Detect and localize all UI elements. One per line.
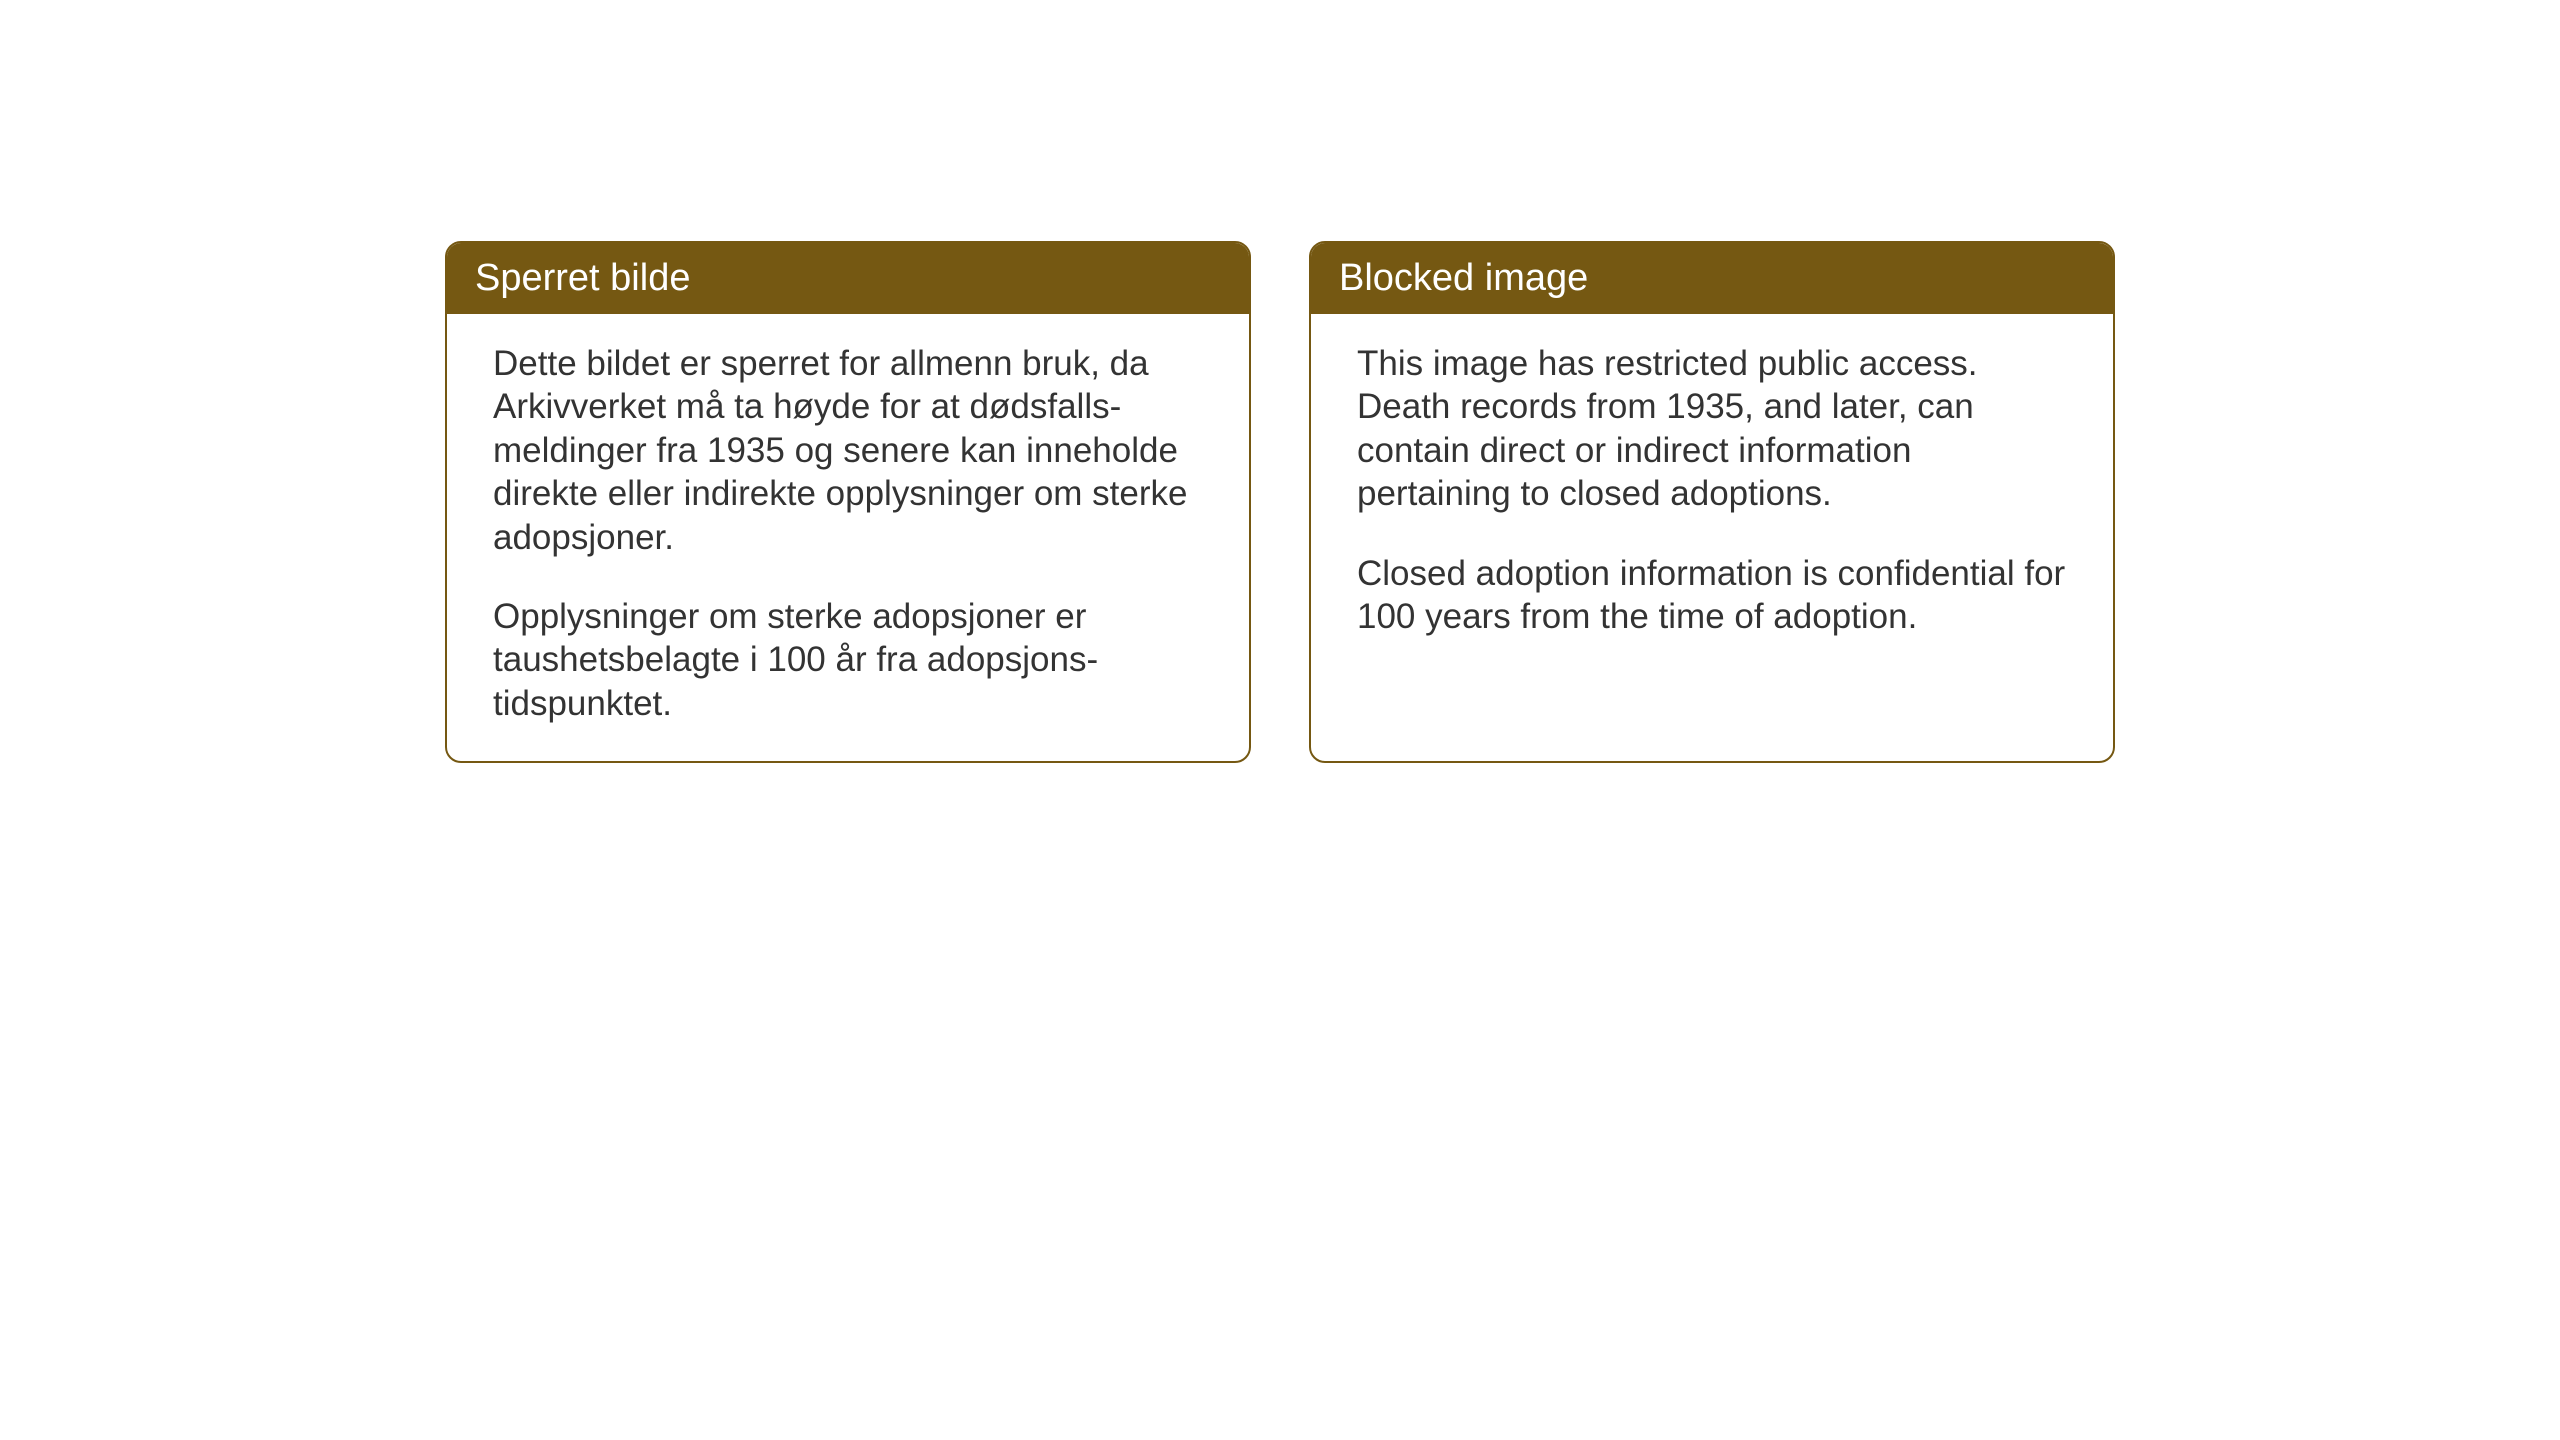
norwegian-paragraph-2: Opplysninger om sterke adopsjoner er tau… [493,595,1203,725]
norwegian-panel-body: Dette bildet er sperret for allmenn bruk… [447,314,1249,761]
english-panel-body: This image has restricted public access.… [1311,314,2113,674]
norwegian-paragraph-1: Dette bildet er sperret for allmenn bruk… [493,342,1203,559]
norwegian-panel-title: Sperret bilde [447,243,1249,314]
english-paragraph-1: This image has restricted public access.… [1357,342,2067,516]
english-panel: Blocked image This image has restricted … [1309,241,2115,763]
english-panel-title: Blocked image [1311,243,2113,314]
english-paragraph-2: Closed adoption information is confident… [1357,552,2067,639]
norwegian-panel: Sperret bilde Dette bildet er sperret fo… [445,241,1251,763]
panels-container: Sperret bilde Dette bildet er sperret fo… [445,241,2115,763]
